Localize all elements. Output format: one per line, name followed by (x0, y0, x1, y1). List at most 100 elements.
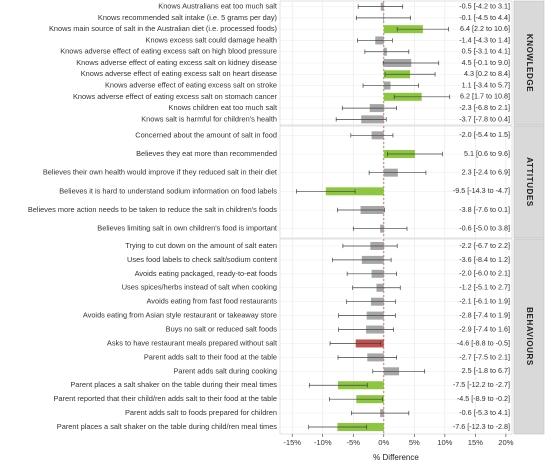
data-label: -1.2 [-5.1 to 2.7] (459, 283, 510, 292)
row-label: Concerned about the amount of salt in fo… (135, 130, 277, 139)
x-axis-title: % Difference (373, 453, 419, 462)
facet-strip (513, 125, 545, 239)
data-label: -3.6 [-8.4 to 1.2] (459, 255, 510, 264)
data-label: 6.4 [2.2 to 10.6] (460, 24, 510, 33)
x-tick-label: 0% (378, 438, 389, 447)
data-label: -2.3 [-6.8 to 2.1] (459, 103, 510, 112)
bar-row: Believes they eat more than recommended 5… (136, 149, 512, 158)
row-label: Parent adds salt during cooking (173, 366, 277, 375)
bar-row: Knows adverse effect of eating excess sa… (73, 92, 512, 101)
row-label: Avoids eating from Asian style restauran… (83, 311, 277, 320)
row-label: Knows recommended salt intake (i.e. 5 gr… (98, 13, 277, 22)
facet-strip-label: BEHAVIOURS (525, 307, 534, 366)
data-label: -7.5 [-12.2 to -2.7] (453, 380, 510, 389)
data-label: -2.8 [-7.4 to 1.9] (459, 311, 510, 320)
data-label: -0.6 [-5.0 to 3.8] (459, 224, 510, 233)
row-label: Trying to cut down on the amount of salt… (125, 241, 277, 250)
bar-row: Believes their own health would improve … (43, 168, 512, 177)
bar-row: Knows salt is harmful for children's hea… (141, 114, 512, 124)
bar-row: Buys no salt or reduced salt foods -2.9 [… (166, 324, 512, 334)
bar-row: Knows adverse effect of eating excess sa… (76, 58, 512, 67)
row-label: Knows adverse effect of eating excess sa… (105, 80, 277, 89)
row-label: Avoids eating packaged, ready-to-eat foo… (135, 269, 278, 278)
facet-strip-label: KNOWLEDGE (525, 34, 534, 92)
bar-row: Trying to cut down on the amount of salt… (125, 241, 512, 250)
bar-row: Knows adverse effect of eating excess sa… (60, 47, 512, 56)
bar-row: Knows recommended salt intake (i.e. 5 gr… (98, 13, 512, 22)
data-label: -2.1 [-6.1 to 1.9] (459, 297, 510, 306)
bar-row: Parent adds salt to foods prepared for c… (125, 408, 512, 418)
data-label: -2.2 [-6.7 to 2.2] (459, 241, 510, 250)
bar-row: Knows adverse effect of eating excess sa… (105, 80, 512, 90)
x-tick-label: 20% (498, 438, 513, 447)
bar-row: Believes it is hard to understand sodium… (59, 186, 512, 196)
data-label: -2.9 [-7.4 to 1.6] (459, 324, 510, 333)
bar-row: Believes limiting salt in own children's… (97, 224, 512, 233)
x-tick-label: 5% (409, 438, 420, 447)
panel-knowledge: KNOWLEDGE Knows Australians eat too much … (49, 0, 545, 126)
row-label: Knows salt is harmful for children's hea… (141, 114, 277, 123)
row-label: Asks to have restaurant meals prepared w… (107, 338, 277, 347)
data-label: 2.3 [-2.4 to 6.9] (462, 168, 510, 177)
row-label: Uses spices/herbs instead of salt when c… (122, 283, 277, 292)
x-axis: -15% -10% -5% 0% 5% 10% 15% 20% (283, 434, 514, 447)
row-label: Believes they eat more than recommended (136, 149, 277, 158)
data-label: -3.7 [-7.8 to 0.4] (459, 114, 510, 123)
data-label: 6.2 [1.7 to 10.8] (460, 92, 510, 101)
row-label: Believes more action needs to be taken t… (28, 205, 277, 214)
data-label: -7.6 [-12.3 to -2.8] (453, 422, 510, 431)
x-tick-label: -10% (314, 438, 332, 447)
bar-row: Parent adds salt to their food at the ta… (144, 352, 512, 362)
data-label: -2.0 [-6.0 to 2.1] (459, 269, 510, 278)
data-label: 2.5 [-1.8 to 6.7] (462, 366, 510, 375)
panel-background (279, 238, 513, 435)
bar-row: Parent reported that their child/ren add… (54, 394, 512, 404)
bar-row: Knows Australians eat too much salt -0.5 … (158, 2, 512, 11)
row-label: Parent adds salt to foods prepared for c… (125, 408, 277, 417)
row-label: Uses food labels to check salt/sodium co… (127, 255, 277, 264)
bar-row: Asks to have restaurant meals prepared w… (107, 338, 512, 348)
row-label: Knows Australians eat too much salt (158, 2, 277, 11)
bar-row: Uses spices/herbs instead of salt when c… (122, 283, 512, 292)
data-label: 0.5 [-3.1 to 4.1] (462, 47, 510, 56)
facet-strip (513, 0, 545, 126)
bar-row: Knows main source of salt in the Austral… (49, 24, 512, 34)
data-label: 1.1 [-3.4 to 5.7] (462, 80, 510, 89)
data-label: -9.5 [-14.3 to -4.7] (453, 186, 510, 195)
data-label: -4.6 [-8.8 to -0.5] (457, 338, 510, 347)
row-label: Believes their own health would improve … (43, 168, 277, 177)
row-label: Parent reported that their child/ren add… (54, 394, 278, 403)
data-label: -4.5 [-8.9 to -0.2] (457, 394, 510, 403)
row-label: Knows adverse effect of eating excess sa… (81, 69, 277, 78)
row-label: Believes limiting salt in own children's… (97, 224, 277, 233)
row-label: Knows adverse effect of eating excess sa… (60, 47, 277, 56)
data-label: -2.0 [-5.4 to 1.5] (459, 130, 510, 139)
row-label: Knows adverse effect of eating excess sa… (76, 58, 277, 67)
data-label: -2.7 [-7.5 to 2.1] (459, 352, 510, 361)
row-label: Believes it is hard to understand sodium… (59, 186, 277, 195)
data-label: -0.1 [-4.5 to 4.4] (459, 13, 510, 22)
row-label: Knows main source of salt in the Austral… (49, 24, 277, 33)
bar-row: Avoids eating packaged, ready-to-eat foo… (135, 269, 512, 278)
x-tick-label: 10% (437, 438, 452, 447)
data-label: 5.1 [0.6 to 9.6] (464, 149, 510, 158)
row-label: Parent places a salt shaker on the table… (57, 422, 278, 431)
data-label: -0.5 [-4.2 to 3.1] (459, 2, 510, 11)
row-label: Knows children eat too much salt (169, 103, 277, 112)
data-label: 4.5 [-0.1 to 9.0] (462, 58, 510, 67)
data-label: -1.4 [-4.3 to 1.4] (459, 35, 510, 44)
bar-row: Knows adverse effect of eating excess sa… (81, 69, 512, 79)
bar-row: Parent places a salt shaker on the table… (57, 422, 512, 432)
row-label: Parent adds salt to their food at the ta… (144, 352, 277, 361)
panel-background (279, 125, 513, 239)
bar-row: Parent adds salt during cooking 2.5 [-1.8… (173, 366, 512, 376)
bar-row: Knows excess salt could damage health -1.… (146, 35, 512, 45)
panel-attitudes: ATTITUDES Concerned about the amount of s… (28, 125, 545, 239)
bar-row: Uses food labels to check salt/sodium co… (127, 255, 512, 264)
bar-row: Concerned about the amount of salt in fo… (135, 130, 512, 140)
data-label: 4.3 [0.2 to 8.4] (464, 69, 510, 78)
bar-row: Avoids eating from fast food restaurants… (146, 297, 512, 306)
x-tick-label: 15% (468, 438, 483, 447)
